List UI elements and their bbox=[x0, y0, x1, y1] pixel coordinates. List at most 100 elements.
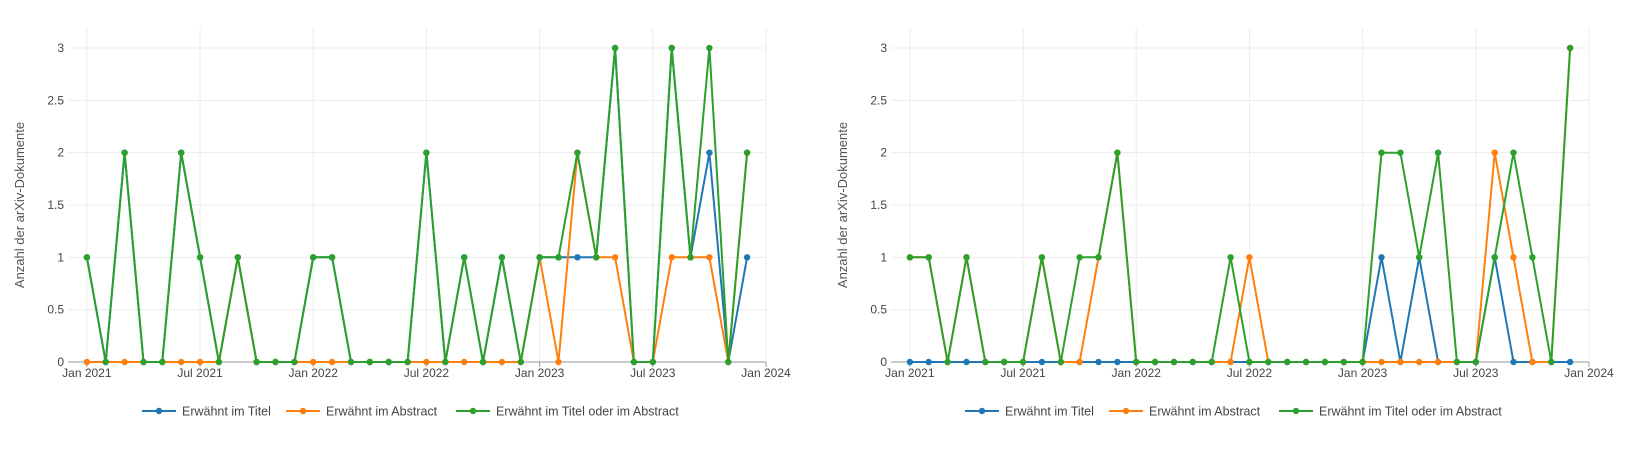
right-point-abstract bbox=[1246, 254, 1253, 261]
left-point-either bbox=[178, 149, 185, 156]
left-point-either bbox=[328, 254, 336, 261]
right-point-abstract bbox=[1397, 358, 1404, 366]
right-point-abstract bbox=[1434, 358, 1442, 366]
left-point-either bbox=[442, 358, 449, 366]
left-point-abstract bbox=[668, 254, 675, 261]
left-legend-label: Erwähnt im Titel oder im Abstract bbox=[496, 405, 679, 419]
right-point-either bbox=[1001, 358, 1008, 366]
left-point-either bbox=[725, 358, 732, 366]
right-point-title bbox=[963, 358, 970, 366]
left-point-either bbox=[272, 358, 279, 366]
left-point-abstract bbox=[196, 358, 204, 366]
right-point-either bbox=[963, 254, 970, 261]
right-point-either bbox=[1491, 254, 1498, 261]
right-xtick-label: Jan 2024 bbox=[1564, 366, 1614, 380]
left-legend-marker bbox=[469, 407, 477, 415]
right-point-either bbox=[1510, 149, 1517, 156]
left-point-either bbox=[159, 358, 166, 366]
right-legend-marker bbox=[978, 407, 986, 415]
right-point-either bbox=[1114, 149, 1121, 156]
right-legend-marker bbox=[1122, 407, 1130, 415]
right-point-either bbox=[1548, 358, 1555, 366]
right-xtick-label: Jan 2021 bbox=[885, 366, 935, 380]
right-point-title bbox=[1566, 358, 1574, 366]
right-xtick-label: Jan 2022 bbox=[1112, 366, 1162, 380]
right-point-title bbox=[1510, 358, 1517, 366]
right-point-either bbox=[1057, 358, 1064, 366]
left-point-title bbox=[574, 254, 581, 261]
right-point-either bbox=[1321, 358, 1329, 366]
right-point-either bbox=[1378, 149, 1385, 156]
right-point-either bbox=[1359, 358, 1366, 366]
left-point-either bbox=[423, 149, 430, 156]
right-point-either bbox=[1095, 254, 1102, 261]
left-xtick-label: Jan 2024 bbox=[741, 366, 791, 380]
right-point-title bbox=[925, 358, 932, 366]
chart-left: 0 0.5 1 1.5 2 2.5 3 Jan 2021 Jul 2021 Jan 2022 Jul… bbox=[0, 0, 822, 461]
left-legend-item-abstract[interactable]: Erwähnt im Abstract bbox=[286, 405, 438, 419]
left-point-either bbox=[706, 44, 713, 52]
left-legend-item-title[interactable]: Erwähnt im Titel bbox=[142, 405, 271, 419]
left-point-abstract bbox=[423, 358, 430, 366]
left-xtick-label: Jan 2021 bbox=[62, 366, 112, 380]
right-xtick-label: Jul 2021 bbox=[1000, 366, 1046, 380]
right-legend-item-title[interactable]: Erwähnt im Titel bbox=[965, 405, 1094, 419]
right-point-either bbox=[1302, 358, 1310, 366]
left-point-either bbox=[479, 358, 487, 366]
right-ytick-label: 0 bbox=[880, 355, 887, 369]
left-point-abstract bbox=[611, 254, 619, 261]
right-point-either bbox=[1453, 358, 1461, 366]
left-ytick-label: 0 bbox=[57, 355, 64, 369]
right-point-either bbox=[982, 358, 989, 366]
left-ytick-label: 1.5 bbox=[47, 198, 64, 212]
right-point-either bbox=[1529, 254, 1536, 261]
right-legend-label: Erwähnt im Abstract bbox=[1149, 405, 1261, 419]
left-point-abstract bbox=[121, 358, 128, 366]
left-point-either bbox=[366, 358, 373, 366]
right-ytick-label: 3 bbox=[880, 41, 887, 55]
right-point-either bbox=[906, 254, 914, 261]
right-point-title bbox=[906, 358, 914, 366]
left-point-either bbox=[687, 254, 694, 261]
right-legend-marker bbox=[1292, 407, 1300, 415]
right-legend-item-either[interactable]: Erwähnt im Titel oder im Abstract bbox=[1279, 405, 1502, 419]
left-point-either bbox=[593, 254, 600, 261]
left-point-either bbox=[649, 358, 656, 366]
left-point-either bbox=[121, 149, 128, 156]
left-xtick-label: Jul 2022 bbox=[404, 366, 450, 380]
right-point-either bbox=[1284, 358, 1291, 366]
right-ytick-label: 1.5 bbox=[870, 198, 887, 212]
left-ytick-label: 2.5 bbox=[47, 93, 64, 107]
left-point-either bbox=[215, 358, 223, 366]
chart-left-svg: 0 0.5 1 1.5 2 2.5 3 Jan 2021 Jul 2021 Jan 2022 Jul… bbox=[12, 28, 791, 419]
left-legend-label: Erwähnt im Abstract bbox=[326, 405, 438, 419]
right-point-abstract bbox=[1416, 358, 1423, 366]
left-point-abstract bbox=[461, 358, 468, 366]
right-point-abstract bbox=[1491, 149, 1498, 156]
right-legend-label: Erwähnt im Titel oder im Abstract bbox=[1319, 405, 1502, 419]
left-point-either bbox=[291, 358, 298, 366]
right-legend-label: Erwähnt im Titel bbox=[1005, 405, 1094, 419]
left-legend-marker bbox=[155, 407, 163, 415]
left-legend-item-either[interactable]: Erwähnt im Titel oder im Abstract bbox=[456, 405, 679, 419]
right-point-either bbox=[1340, 358, 1347, 366]
left-ylabel: Anzahl der arXiv-Dokumente bbox=[12, 122, 27, 288]
right-point-either bbox=[944, 358, 951, 366]
left-point-either bbox=[234, 254, 241, 261]
left-point-either bbox=[668, 44, 675, 52]
left-point-either bbox=[611, 44, 619, 52]
left-point-title bbox=[743, 254, 751, 261]
left-point-either bbox=[743, 149, 751, 156]
right-point-either bbox=[1038, 254, 1046, 261]
right-legend-item-abstract[interactable]: Erwähnt im Abstract bbox=[1109, 405, 1261, 419]
right-point-abstract bbox=[1510, 254, 1517, 261]
left-point-either bbox=[555, 254, 562, 261]
right-point-either bbox=[1434, 149, 1442, 156]
left-point-abstract bbox=[310, 358, 317, 366]
left-xtick-label: Jan 2023 bbox=[515, 366, 565, 380]
right-ytick-label: 0.5 bbox=[870, 303, 887, 317]
right-ytick-label: 2 bbox=[880, 146, 887, 160]
right-point-title bbox=[1378, 254, 1385, 261]
left-point-either bbox=[310, 254, 317, 261]
right-point-either bbox=[1397, 149, 1404, 156]
